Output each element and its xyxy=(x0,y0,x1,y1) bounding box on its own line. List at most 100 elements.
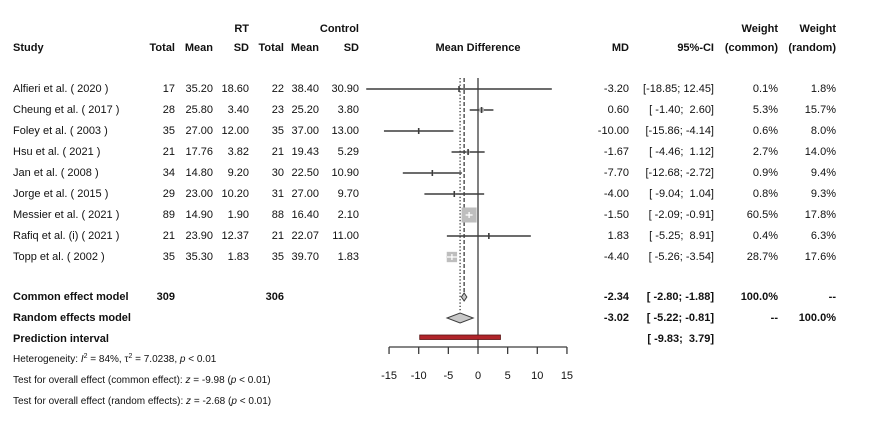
rt-sd: 10.20 xyxy=(221,188,249,200)
control-mean: 16.40 xyxy=(291,209,319,221)
mean-difference: -4.40 xyxy=(603,251,629,263)
control-total: 22 xyxy=(271,83,284,95)
weight-common: 0.4% xyxy=(752,230,778,242)
x-axis-tick-label: 5 xyxy=(505,370,511,382)
control-sd: 3.80 xyxy=(337,104,359,116)
rt-mean: 23.90 xyxy=(185,230,213,242)
rt-mean: 14.90 xyxy=(185,209,213,221)
tau-squared-symbol: τ xyxy=(124,354,129,365)
mean-difference: -4.00 xyxy=(603,188,629,200)
control-total: 30 xyxy=(271,167,284,179)
i-squared-value: = 84%, xyxy=(87,354,125,365)
rt-sd: 3.82 xyxy=(227,146,249,158)
study-name: Messier et al. ( 2021 ) xyxy=(13,209,120,221)
random-effects-weight-common: -- xyxy=(770,312,778,324)
control-sd: 2.10 xyxy=(337,209,359,221)
weight-common: 0.1% xyxy=(752,83,778,95)
control-total-header: Total xyxy=(258,42,284,54)
control-total: 35 xyxy=(271,125,284,137)
rt-sd: 1.90 xyxy=(227,209,249,221)
study-column-header: Study xyxy=(13,42,44,54)
p-symbol: p xyxy=(179,354,186,365)
weight-common: 60.5% xyxy=(746,209,778,221)
random-effects-ci: [ -5.22; -0.81] xyxy=(646,312,714,324)
ci-header: 95%-CI xyxy=(677,42,714,54)
study-name: Hsu et al. ( 2021 ) xyxy=(13,146,101,158)
rt-mean: 27.00 xyxy=(185,125,213,137)
z-value: = -2.68 ( xyxy=(191,396,232,407)
rt-mean: 25.80 xyxy=(185,104,213,116)
x-axis-tick-label: 15 xyxy=(561,370,573,382)
rt-group-header: RT xyxy=(234,23,249,35)
x-axis-tick-label: -5 xyxy=(443,370,453,382)
confidence-interval: [ -4.46; 1.12] xyxy=(649,146,714,158)
x-axis-tick-label: 0 xyxy=(475,370,481,382)
control-mean: 19.43 xyxy=(291,146,319,158)
weight-random: 9.3% xyxy=(810,188,836,200)
confidence-interval: [ -1.40; 2.60] xyxy=(649,104,714,116)
control-total: 88 xyxy=(271,209,284,221)
mean-difference: 0.60 xyxy=(607,104,629,116)
prediction-interval-ci: [ -9.83; 3.79] xyxy=(647,333,714,345)
common-effect-md: -2.34 xyxy=(603,291,629,303)
rt-mean: 23.00 xyxy=(185,188,213,200)
weight-random: 6.3% xyxy=(810,230,836,242)
tau-squared-value: = 7.0238, xyxy=(132,354,180,365)
control-sd: 1.83 xyxy=(337,251,359,263)
random-effects-label: Random effects model xyxy=(13,312,131,324)
rt-total: 17 xyxy=(162,83,175,95)
confidence-interval: [-12.68; -2.72] xyxy=(645,167,715,179)
control-total: 35 xyxy=(271,251,284,263)
control-mean: 22.50 xyxy=(291,167,319,179)
weight-random: 15.7% xyxy=(804,104,836,116)
prediction-interval-bar xyxy=(419,334,501,340)
control-sd: 11.00 xyxy=(332,230,359,242)
study-name: Jan et al. ( 2008 ) xyxy=(13,167,99,179)
p-symbol: p xyxy=(230,375,237,386)
i-squared-symbol: I xyxy=(80,354,84,365)
weight-random: 14.0% xyxy=(804,146,836,158)
rt-mean: 14.80 xyxy=(185,167,213,179)
common-effect-label: Common effect model xyxy=(13,291,129,303)
weight-random: 1.8% xyxy=(810,83,836,95)
tau-squared-exponent: 2 xyxy=(128,353,133,360)
weight-random: 8.0% xyxy=(810,125,836,137)
common-effect-control-total: 306 xyxy=(265,291,284,303)
weight-common: 5.3% xyxy=(752,104,778,116)
confidence-interval: [-15.86; -4.14] xyxy=(645,125,715,137)
rt-total: 28 xyxy=(162,104,175,116)
mean-difference: 1.83 xyxy=(607,230,629,242)
md-header: MD xyxy=(611,42,629,54)
common-effect-weight-common: 100.0% xyxy=(740,291,778,303)
weight-common: 0.9% xyxy=(752,167,778,179)
weight-common-header-bottom: (common) xyxy=(724,42,778,54)
rt-sd: 12.00 xyxy=(221,125,249,137)
test-overall-common-effect: Test for overall effect (common effect):… xyxy=(13,374,271,388)
test-overall-random-effects: Test for overall effect (random effects)… xyxy=(13,395,271,409)
random-effects-diamond xyxy=(445,312,475,324)
mean-difference: -3.20 xyxy=(603,83,629,95)
i-squared-exponent: 2 xyxy=(83,353,88,360)
weight-random: 9.4% xyxy=(810,167,836,179)
control-mean: 39.70 xyxy=(291,251,319,263)
control-sd: 13.00 xyxy=(331,125,359,137)
rt-sd: 3.40 xyxy=(227,104,249,116)
rt-sd-header: SD xyxy=(233,42,249,54)
study-name: Jorge et al. ( 2015 ) xyxy=(13,188,109,200)
control-mean: 37.00 xyxy=(291,125,319,137)
confidence-interval: [ -5.26; -3.54] xyxy=(648,251,714,263)
control-total: 31 xyxy=(271,188,284,200)
control-mean: 25.20 xyxy=(291,104,319,116)
rt-total: 35 xyxy=(162,125,175,137)
rt-total: 89 xyxy=(162,209,175,221)
control-sd-header: SD xyxy=(343,42,359,54)
rt-sd: 12.37 xyxy=(221,230,249,242)
prediction-interval-label: Prediction interval xyxy=(13,333,109,345)
rt-total: 34 xyxy=(162,167,175,179)
control-total: 21 xyxy=(271,146,284,158)
random-effects-weight-random: 100.0% xyxy=(798,312,836,324)
mean-difference: -7.70 xyxy=(603,167,629,179)
test-common-prefix: Test for overall effect (common effect): xyxy=(13,375,186,386)
confidence-interval: [ -5.25; 8.91] xyxy=(649,230,714,242)
